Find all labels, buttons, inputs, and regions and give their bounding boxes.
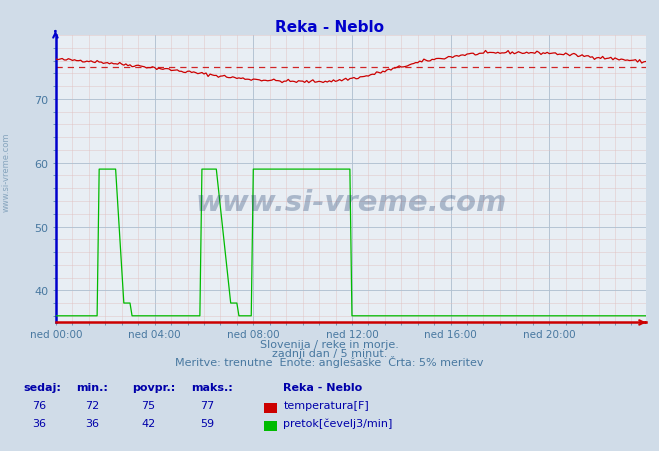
Text: povpr.:: povpr.: bbox=[132, 382, 175, 392]
Text: 77: 77 bbox=[200, 400, 215, 410]
Text: zadnji dan / 5 minut.: zadnji dan / 5 minut. bbox=[272, 348, 387, 358]
Text: 59: 59 bbox=[200, 418, 215, 428]
Text: Reka - Neblo: Reka - Neblo bbox=[283, 382, 362, 392]
Text: www.si-vreme.com: www.si-vreme.com bbox=[2, 132, 11, 211]
Text: Reka - Neblo: Reka - Neblo bbox=[275, 20, 384, 35]
Text: Slovenija / reke in morje.: Slovenija / reke in morje. bbox=[260, 339, 399, 349]
Text: 36: 36 bbox=[85, 418, 100, 428]
Text: temperatura[F]: temperatura[F] bbox=[283, 400, 369, 410]
Text: Meritve: trenutne  Enote: anglešaške  Črta: 5% meritev: Meritve: trenutne Enote: anglešaške Črta… bbox=[175, 355, 484, 367]
Text: pretok[čevelj3/min]: pretok[čevelj3/min] bbox=[283, 418, 393, 428]
Text: 75: 75 bbox=[141, 400, 156, 410]
Text: 42: 42 bbox=[141, 418, 156, 428]
Text: www.si-vreme.com: www.si-vreme.com bbox=[195, 188, 507, 216]
Text: 72: 72 bbox=[85, 400, 100, 410]
Text: 36: 36 bbox=[32, 418, 47, 428]
Text: min.:: min.: bbox=[76, 382, 107, 392]
Text: sedaj:: sedaj: bbox=[23, 382, 61, 392]
Text: 76: 76 bbox=[32, 400, 47, 410]
Text: maks.:: maks.: bbox=[191, 382, 233, 392]
